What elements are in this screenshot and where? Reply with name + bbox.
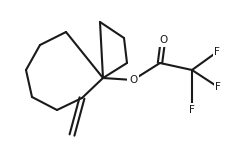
Text: O: O [129, 75, 137, 85]
Text: F: F [189, 105, 195, 115]
Text: O: O [159, 35, 167, 45]
Text: F: F [214, 47, 220, 57]
Text: F: F [215, 82, 221, 92]
